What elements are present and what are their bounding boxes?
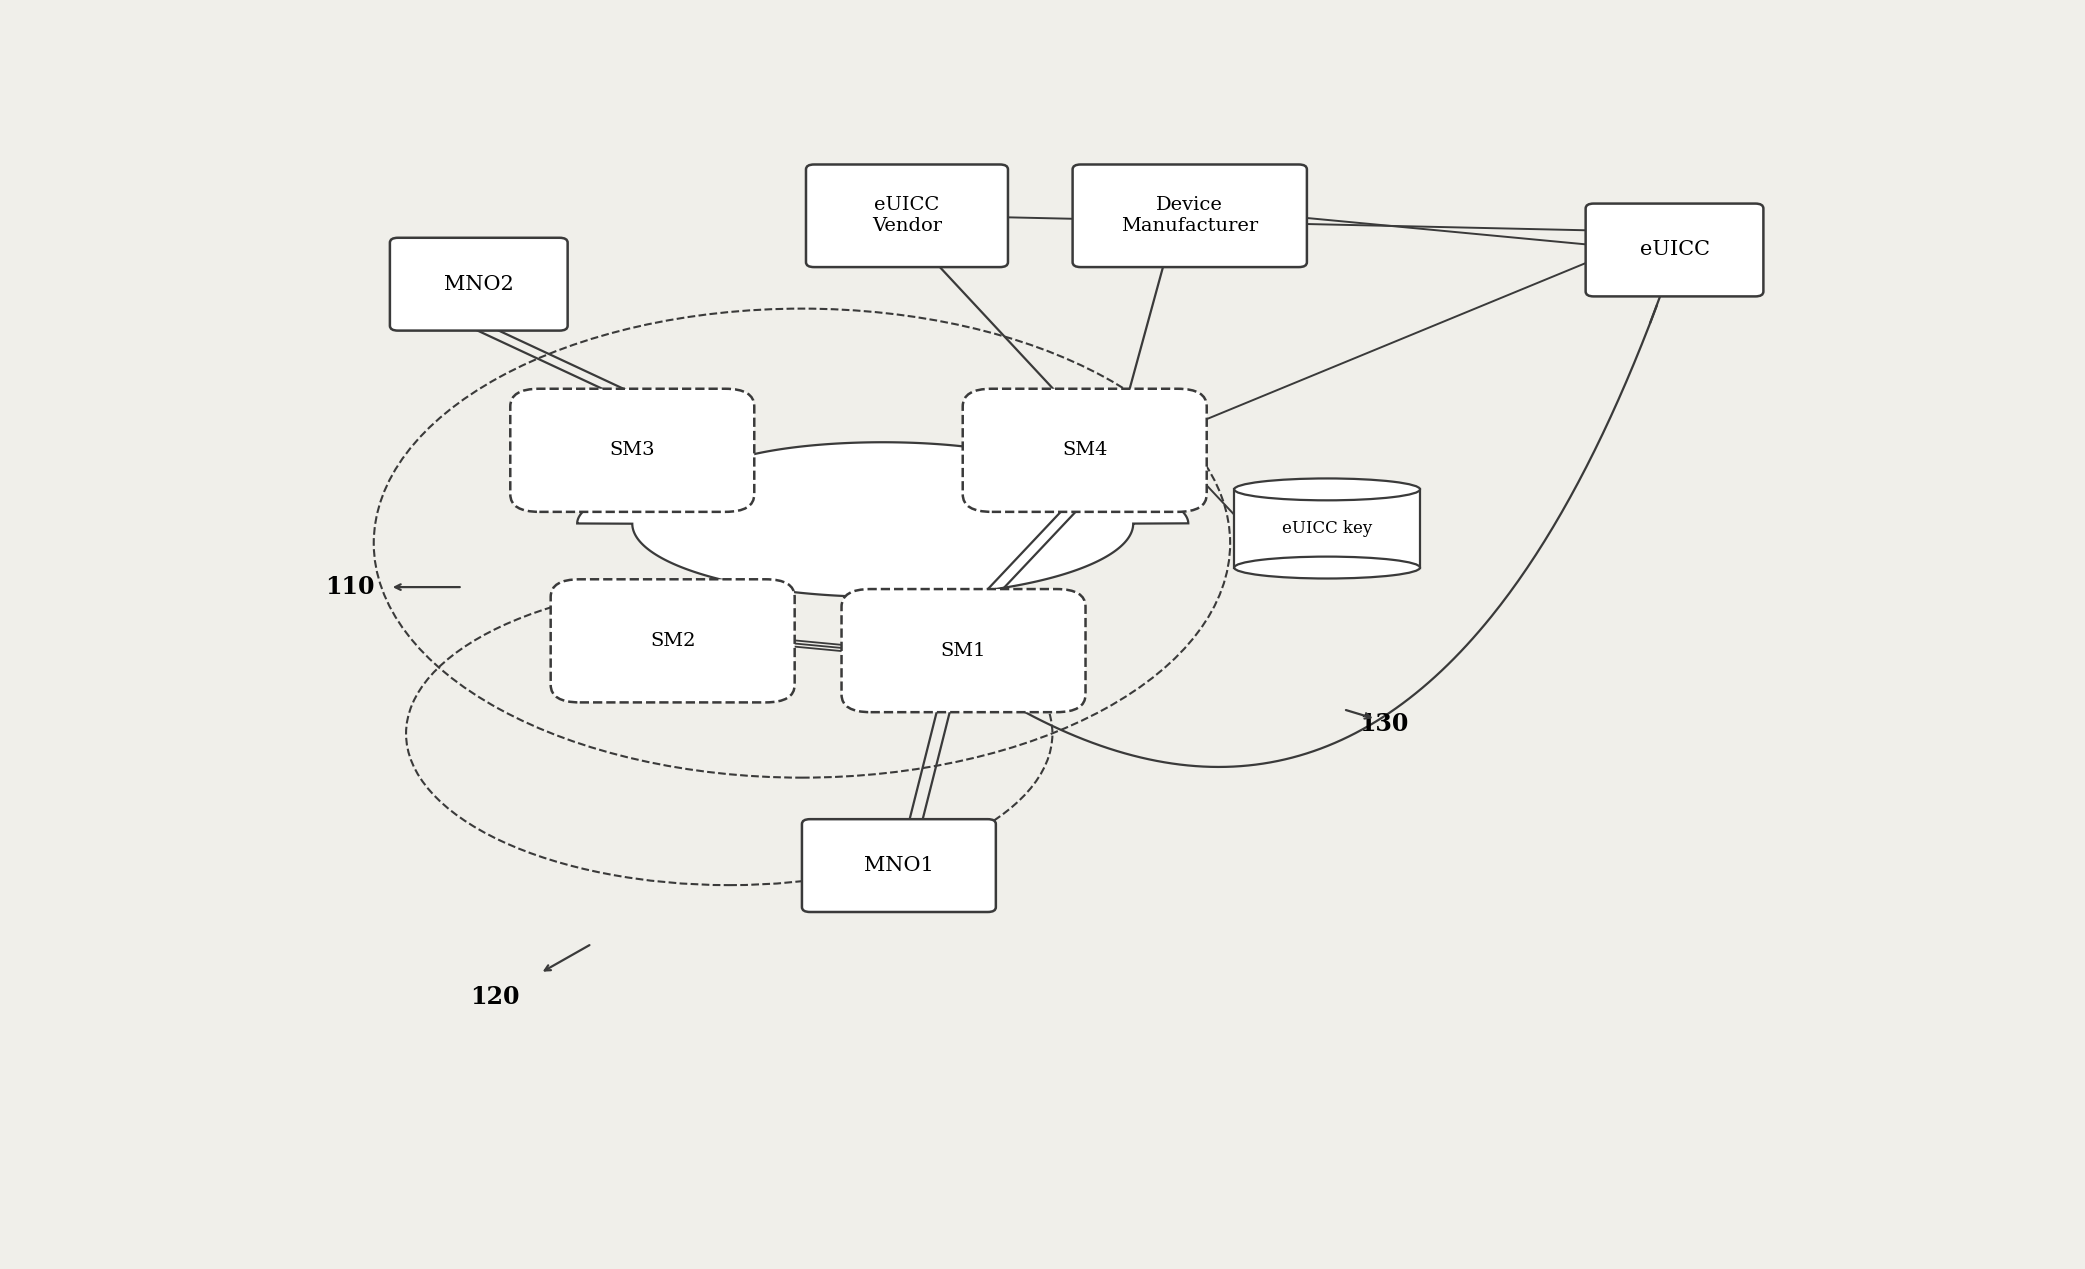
FancyBboxPatch shape [550,579,794,703]
Ellipse shape [1234,557,1420,579]
Text: eUICC
Vendor: eUICC Vendor [872,197,942,235]
Text: SM2: SM2 [651,632,696,650]
FancyBboxPatch shape [511,388,755,511]
FancyBboxPatch shape [1585,203,1764,297]
Text: SM1: SM1 [940,642,986,660]
Polygon shape [1234,490,1420,567]
FancyBboxPatch shape [963,388,1207,511]
Text: MNO1: MNO1 [863,857,934,876]
Text: 110: 110 [325,575,373,599]
Ellipse shape [1234,478,1420,500]
FancyBboxPatch shape [842,589,1086,712]
Text: 120: 120 [471,986,519,1010]
Text: SM4: SM4 [1061,442,1107,459]
Text: SM3: SM3 [609,442,655,459]
FancyBboxPatch shape [807,165,1007,266]
Text: eUICC: eUICC [1639,241,1710,259]
Text: Device
Manufacturer: Device Manufacturer [1122,197,1259,235]
Polygon shape [578,442,1188,596]
FancyBboxPatch shape [803,820,997,912]
Text: MNO2: MNO2 [444,274,513,293]
FancyBboxPatch shape [1072,165,1307,266]
Text: eUICC key: eUICC key [1282,520,1372,537]
FancyBboxPatch shape [390,237,567,331]
Text: 130: 130 [1359,712,1407,736]
